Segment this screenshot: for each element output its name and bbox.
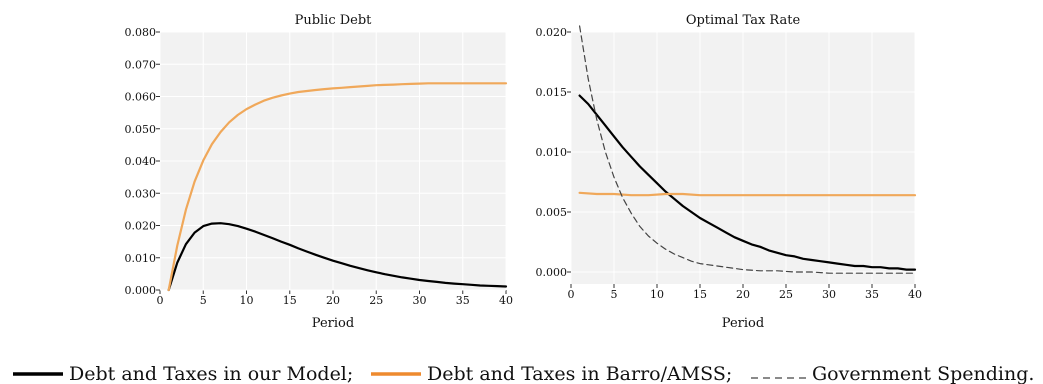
x-axis-title: Period bbox=[312, 316, 354, 331]
x-tick-label: 15 bbox=[283, 294, 297, 307]
x-axis-title: Period bbox=[722, 316, 764, 331]
y-tick-label: 0.010 bbox=[125, 252, 157, 265]
x-tick-label: 25 bbox=[369, 294, 383, 307]
gridlines bbox=[156, 31, 507, 294]
legend-label-barro: Debt and Taxes in Barro/AMSS; bbox=[427, 363, 732, 384]
x-tick-label: 35 bbox=[456, 294, 470, 307]
tick-labels: 0 5 10 15 20 25 30 35 40 0.000 0.010 0.020 0.030 0.04… bbox=[125, 26, 514, 307]
y-tick-label: 0.015 bbox=[536, 86, 568, 99]
series-line-0 bbox=[578, 94, 917, 271]
series-line-1 bbox=[578, 191, 917, 197]
x-tick-label: 40 bbox=[499, 294, 513, 307]
chart-optimal-tax-rate: 0 5 10 15 20 25 30 35 40 0.000 0.005 0.010 0.015 0.02… bbox=[536, 13, 923, 331]
chart-title: Optimal Tax Rate bbox=[686, 13, 801, 28]
y-tick-label: 0.010 bbox=[536, 146, 568, 159]
x-tick-label: 5 bbox=[611, 288, 618, 301]
y-tick-label: 0.050 bbox=[125, 123, 157, 136]
tick-labels: 0 5 10 15 20 25 30 35 40 0.000 0.005 0.010 0.015 0.02… bbox=[536, 26, 923, 301]
y-tick-label: 0.020 bbox=[125, 220, 157, 233]
x-tick-label: 30 bbox=[413, 294, 427, 307]
x-tick-label: 5 bbox=[200, 294, 207, 307]
series-lines bbox=[578, 25, 917, 274]
y-tick-label: 0.000 bbox=[536, 266, 568, 279]
x-tick-label: 30 bbox=[822, 288, 836, 301]
y-tick-label: 0.060 bbox=[125, 91, 157, 104]
y-tick-label: 0.020 bbox=[536, 26, 568, 39]
x-tick-label: 10 bbox=[650, 288, 664, 301]
y-tick-label: 0.080 bbox=[125, 26, 157, 39]
y-tick-label: 0.000 bbox=[125, 284, 157, 297]
y-tick-label: 0.030 bbox=[125, 187, 157, 200]
series-line-0 bbox=[167, 222, 508, 292]
x-tick-label: 40 bbox=[908, 288, 922, 301]
series-line-1 bbox=[167, 82, 508, 292]
x-tick-label: 20 bbox=[326, 294, 340, 307]
x-tick-label: 15 bbox=[693, 288, 707, 301]
chart-public-debt: 0 5 10 15 20 25 30 35 40 0.000 0.010 0.020 0.030 0.04… bbox=[125, 13, 514, 331]
x-tick-label: 10 bbox=[240, 294, 254, 307]
y-tick-label: 0.005 bbox=[536, 206, 568, 219]
y-tick-label: 0.040 bbox=[125, 155, 157, 168]
y-tick-label: 0.070 bbox=[125, 58, 157, 71]
legend-label-model: Debt and Taxes in our Model; bbox=[69, 363, 353, 384]
x-tick-label: 20 bbox=[736, 288, 750, 301]
legend: Debt and Taxes in our Model; Debt and Ta… bbox=[13, 363, 1034, 384]
x-tick-label: 25 bbox=[779, 288, 793, 301]
chart-title: Public Debt bbox=[295, 13, 373, 28]
legend-label-spending: Government Spending. bbox=[812, 363, 1034, 384]
x-tick-label: 35 bbox=[865, 288, 879, 301]
x-tick-label: 0 bbox=[568, 288, 575, 301]
series-line-2 bbox=[578, 25, 916, 274]
series-lines bbox=[167, 82, 508, 292]
x-tick-label: 0 bbox=[157, 294, 164, 307]
